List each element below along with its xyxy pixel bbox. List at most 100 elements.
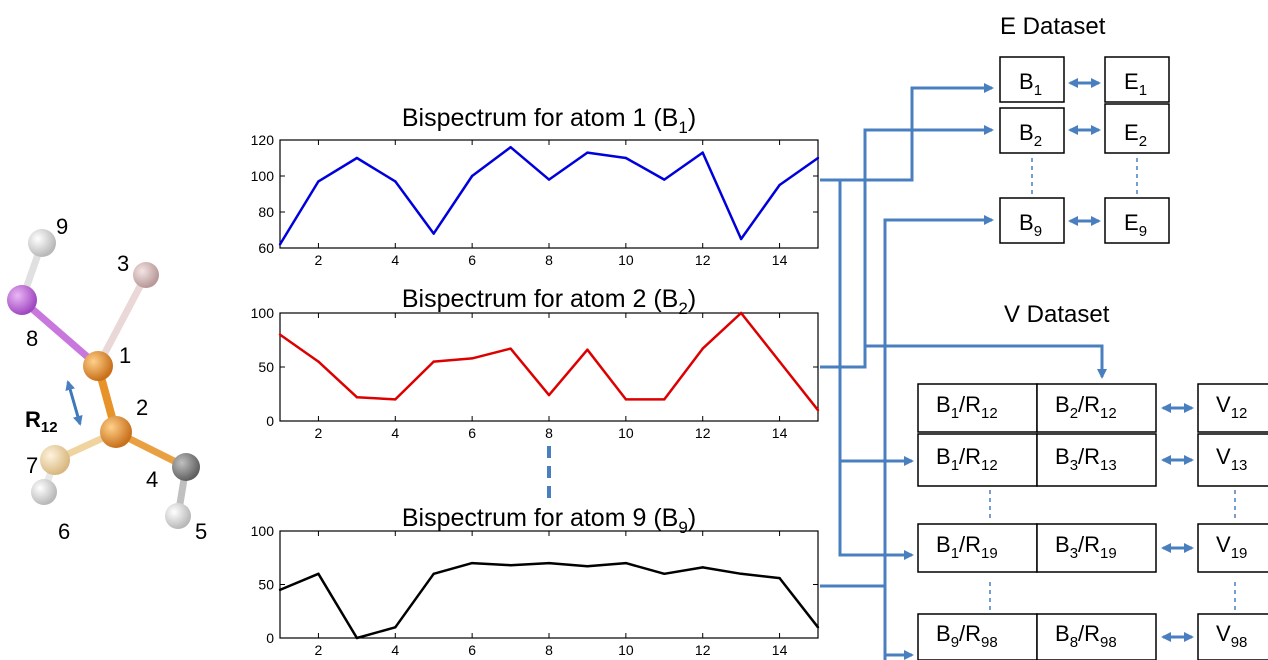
x-tick-label: 4 xyxy=(391,252,399,268)
data-point xyxy=(509,564,512,567)
v-cell-a xyxy=(917,433,1038,487)
data-point xyxy=(663,178,666,181)
x-tick-label: 2 xyxy=(315,642,323,658)
bond-length-arrow xyxy=(65,380,83,426)
e-cell-b1 xyxy=(999,56,1065,103)
data-point xyxy=(816,409,820,412)
data-point xyxy=(432,360,435,363)
x-tick-label: 2 xyxy=(315,425,323,441)
v-cell-b xyxy=(1036,613,1157,660)
e-cell-e1 xyxy=(1104,56,1170,103)
atom-9 xyxy=(28,229,56,257)
v-label-a: B1/R19 xyxy=(936,532,998,562)
e-label-e2: E2 xyxy=(1124,120,1147,150)
x-tick-label: 8 xyxy=(545,425,553,441)
v-cell-a xyxy=(917,613,1038,660)
y-tick-label: 100 xyxy=(251,168,275,184)
v-label-b: B2/R12 xyxy=(1055,392,1117,422)
atom-label-5: 5 xyxy=(195,519,207,544)
data-point xyxy=(394,626,397,629)
data-point xyxy=(739,311,743,315)
atom-3 xyxy=(133,262,159,288)
arrow-plot1-to-v19 xyxy=(838,461,914,560)
data-point xyxy=(586,151,589,154)
v-label-v: V12 xyxy=(1216,392,1247,422)
arrow-plot2-to-b2 xyxy=(820,125,994,369)
y-tick-label: 60 xyxy=(258,240,274,256)
arrow-plot1-to-v13 xyxy=(838,180,914,466)
y-tick-label: 0 xyxy=(266,630,274,646)
data-point xyxy=(317,180,320,183)
data-point xyxy=(778,576,781,580)
v-cell-b xyxy=(1036,433,1157,487)
data-point xyxy=(317,572,320,575)
v-label-b: B3/R13 xyxy=(1055,444,1117,474)
data-point xyxy=(278,333,282,336)
data-point xyxy=(278,243,282,246)
atom-1 xyxy=(83,351,113,381)
data-point xyxy=(624,156,628,160)
data-point xyxy=(701,347,704,350)
v-label-v: V19 xyxy=(1216,532,1247,562)
y-tick-label: 50 xyxy=(258,577,274,593)
data-point xyxy=(739,572,743,575)
plot-frame xyxy=(279,139,819,249)
plot-frame xyxy=(279,530,819,639)
x-tick-label: 14 xyxy=(772,252,788,268)
bispectrum-plot-1: Bispectrum for atom 1 (B1) 60 80 100 120 2 4 6 8… xyxy=(251,104,820,268)
v-cell-v xyxy=(1197,383,1268,433)
v-dataset-title: V Dataset xyxy=(1004,301,1110,328)
v-label-v: V13 xyxy=(1216,444,1247,474)
v-cell-a xyxy=(917,383,1038,433)
x-tick-label: 12 xyxy=(695,425,711,441)
arrow-plot9-to-b9 xyxy=(820,215,994,588)
x-tick-label: 10 xyxy=(618,425,634,441)
x-tick-label: 12 xyxy=(695,642,711,658)
plot-title: Bispectrum for atom 2 (B2) xyxy=(402,285,696,318)
atom-label-2: 2 xyxy=(136,395,148,420)
data-point xyxy=(355,156,359,160)
data-point xyxy=(470,561,474,565)
v-cell-v xyxy=(1197,613,1268,660)
e-label-b9: B9 xyxy=(1019,210,1042,240)
x-tick-label: 12 xyxy=(695,252,711,268)
data-point xyxy=(624,398,628,401)
e-dataset-title: E Dataset xyxy=(1000,13,1106,40)
atom-label-6: 6 xyxy=(58,519,70,544)
e-cell-b2 xyxy=(999,107,1065,154)
y-tick-label: 100 xyxy=(251,305,275,321)
e-cell-e9 xyxy=(1104,197,1170,244)
data-point xyxy=(394,398,397,401)
data-point xyxy=(355,636,359,640)
v-label-b: B3/R19 xyxy=(1055,532,1117,562)
v-dataset: V Dataset B1/R12 B2/R12 V12 B1/R12 B3/R13 V13… xyxy=(917,301,1268,660)
data-point xyxy=(816,156,820,160)
y-tick-label: 0 xyxy=(266,413,274,429)
data-point xyxy=(778,360,781,363)
data-point xyxy=(701,151,704,154)
arrow-plot1-to-b1 xyxy=(820,83,994,182)
atom-label-8: 8 xyxy=(26,326,38,351)
atom-2 xyxy=(100,416,132,448)
x-tick-label: 4 xyxy=(391,425,399,441)
x-tick-label: 14 xyxy=(772,425,788,441)
y-tick-label: 50 xyxy=(258,359,274,375)
data-point xyxy=(663,572,666,575)
v-row-4: B9/R98 B8/R98 V98 xyxy=(917,613,1268,660)
bond-length-label: R12 xyxy=(25,407,58,436)
v-cell-a xyxy=(917,523,1038,573)
atom-7 xyxy=(40,445,70,475)
atom-4 xyxy=(172,453,200,481)
data-point xyxy=(547,178,551,181)
data-point xyxy=(470,174,474,178)
x-tick-label: 6 xyxy=(468,642,476,658)
data-point xyxy=(778,183,781,187)
x-tick-label: 4 xyxy=(391,642,399,658)
atom-label-3: 3 xyxy=(117,251,129,276)
e-cell-b9 xyxy=(999,197,1065,244)
x-tick-label: 6 xyxy=(468,425,476,441)
x-tick-label: 10 xyxy=(618,642,634,658)
bispectrum-plot-2: Bispectrum for atom 2 (B2) 0 50 100 2 4 6 8 10 12… xyxy=(251,285,820,441)
